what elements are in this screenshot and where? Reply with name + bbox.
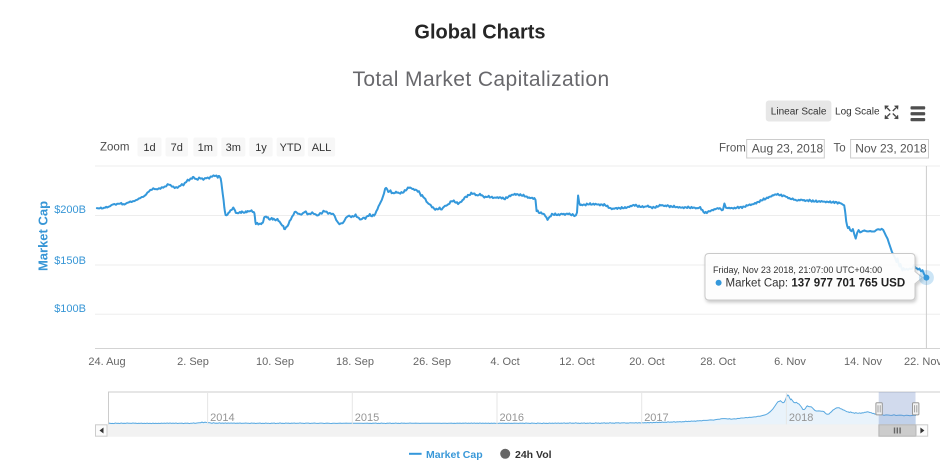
svg-text:Log Scale: Log Scale [835,107,880,118]
svg-text:2015: 2015 [355,412,379,424]
svg-text:Zoom: Zoom [100,142,129,154]
svg-text:6. Nov: 6. Nov [774,356,806,368]
svg-text:24. Aug: 24. Aug [88,356,125,368]
svg-text:Linear Scale: Linear Scale [771,107,827,118]
svg-text:22. Nov: 22. Nov [904,356,940,368]
svg-text:10. Sep: 10. Sep [256,356,294,368]
svg-text:24h Vol: 24h Vol [515,449,552,461]
svg-text:Global Charts: Global Charts [414,22,545,44]
svg-text:28. Oct: 28. Oct [700,356,735,368]
svg-text:Market Cap: 137 977 701 765 US: Market Cap: 137 977 701 765 USD [726,277,906,289]
svg-text:1m: 1m [198,142,213,154]
svg-text:2. Sep: 2. Sep [177,356,209,368]
svg-text:Nov 23, 2018: Nov 23, 2018 [855,142,927,156]
svg-text:3m: 3m [226,142,241,154]
svg-text:Aug 23, 2018: Aug 23, 2018 [752,142,824,156]
svg-text:26. Sep: 26. Sep [413,356,451,368]
svg-text:YTD: YTD [280,142,302,154]
svg-text:From: From [719,143,746,155]
svg-text:Friday, Nov 23 2018, 21:07:00: Friday, Nov 23 2018, 21:07:00 UTC+04:00 [713,265,882,275]
svg-text:Market Cap: Market Cap [426,449,483,461]
svg-text:1d: 1d [143,142,155,154]
svg-text:2017: 2017 [644,412,668,424]
svg-text:1y: 1y [255,142,267,154]
svg-text:Market Cap: Market Cap [36,201,51,271]
svg-text:20. Oct: 20. Oct [629,356,664,368]
svg-text:12. Oct: 12. Oct [559,356,594,368]
svg-text:To: To [834,143,846,155]
svg-text:2014: 2014 [210,412,234,424]
svg-text:2016: 2016 [500,412,524,424]
svg-text:4. Oct: 4. Oct [490,356,519,368]
svg-text:7d: 7d [171,142,183,154]
svg-text:18. Sep: 18. Sep [336,356,374,368]
svg-text:$100B: $100B [54,303,86,315]
svg-text:2018: 2018 [789,412,813,424]
svg-text:$200B: $200B [54,204,86,216]
svg-text:14. Nov: 14. Nov [844,356,882,368]
svg-text:Total Market Capitalization: Total Market Capitalization [352,68,609,91]
svg-text:ALL: ALL [312,142,332,154]
svg-text:$150B: $150B [54,255,86,267]
